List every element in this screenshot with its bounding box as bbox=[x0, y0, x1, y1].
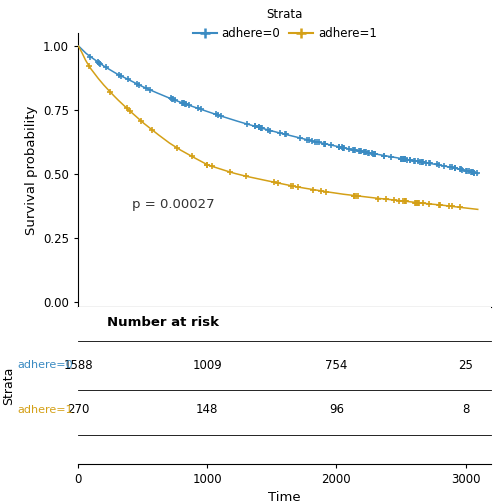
Text: p = 0.00027: p = 0.00027 bbox=[133, 198, 215, 211]
Text: 25: 25 bbox=[458, 359, 473, 371]
Text: 148: 148 bbox=[196, 404, 218, 416]
Y-axis label: Survival probability: Survival probability bbox=[25, 105, 37, 234]
Text: 96: 96 bbox=[329, 404, 344, 416]
Text: Number at risk: Number at risk bbox=[106, 316, 219, 329]
Text: adhere=0: adhere=0 bbox=[17, 360, 73, 370]
Text: 270: 270 bbox=[67, 404, 89, 416]
Text: 1009: 1009 bbox=[193, 359, 222, 371]
Text: 8: 8 bbox=[462, 404, 469, 416]
Text: adhere=1: adhere=1 bbox=[17, 405, 73, 415]
Y-axis label: Strata: Strata bbox=[3, 366, 16, 405]
Text: 754: 754 bbox=[325, 359, 348, 371]
Text: 1588: 1588 bbox=[64, 359, 93, 371]
Legend: adhere=0, adhere=1: adhere=0, adhere=1 bbox=[188, 3, 382, 44]
X-axis label: Time: Time bbox=[269, 491, 301, 504]
